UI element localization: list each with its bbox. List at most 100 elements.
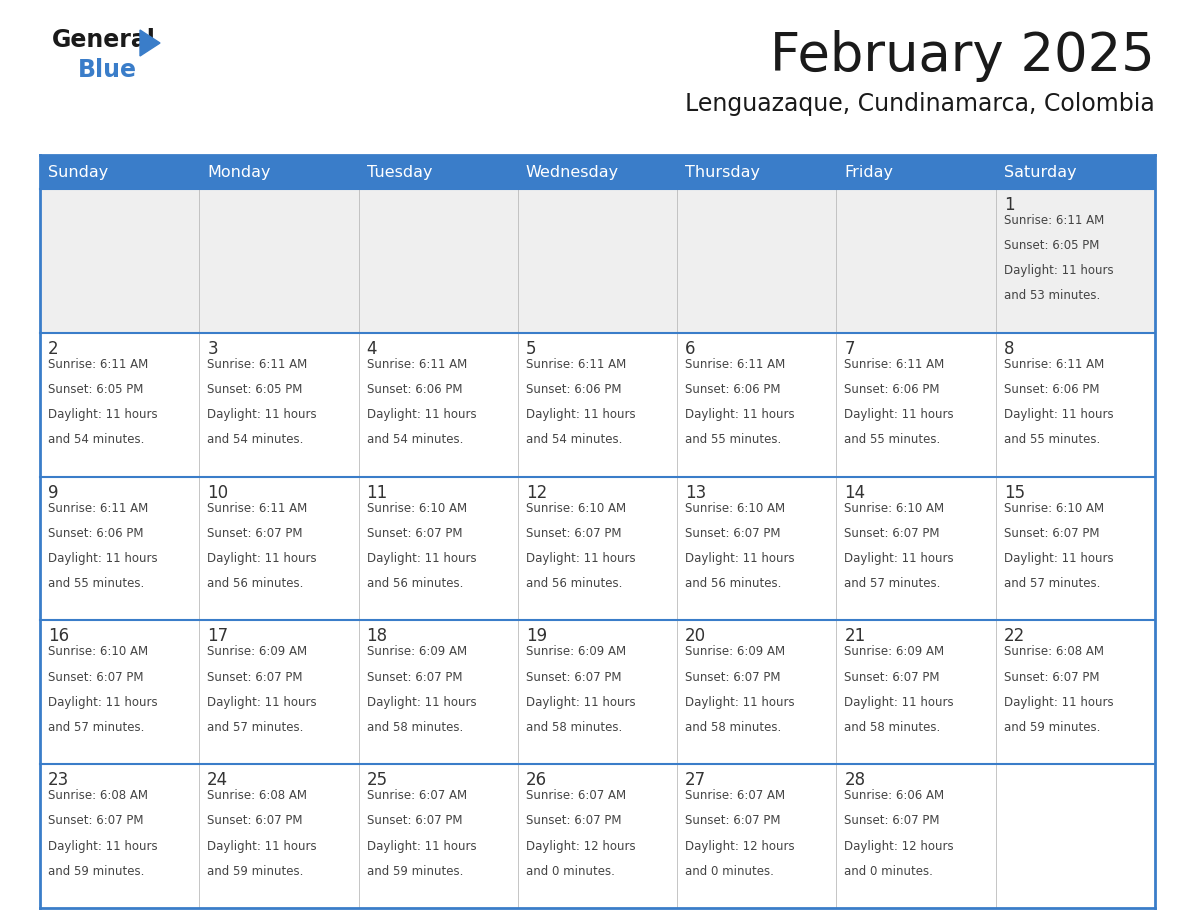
Text: 26: 26	[526, 771, 546, 789]
Text: and 58 minutes.: and 58 minutes.	[526, 721, 623, 733]
Text: Sunset: 6:07 PM: Sunset: 6:07 PM	[48, 814, 144, 827]
Text: Sunset: 6:07 PM: Sunset: 6:07 PM	[1004, 670, 1099, 684]
Text: Sunrise: 6:11 AM: Sunrise: 6:11 AM	[48, 501, 148, 515]
Text: Daylight: 11 hours: Daylight: 11 hours	[367, 552, 476, 565]
Text: Sunset: 6:05 PM: Sunset: 6:05 PM	[1004, 240, 1099, 252]
Text: and 0 minutes.: and 0 minutes.	[845, 865, 934, 878]
Text: Friday: Friday	[845, 164, 893, 180]
Text: and 57 minutes.: and 57 minutes.	[207, 721, 304, 733]
Text: Sunrise: 6:08 AM: Sunrise: 6:08 AM	[207, 789, 308, 802]
Polygon shape	[140, 30, 160, 56]
Text: 21: 21	[845, 627, 866, 645]
Text: Sunset: 6:05 PM: Sunset: 6:05 PM	[207, 383, 303, 396]
Text: and 59 minutes.: and 59 minutes.	[367, 865, 463, 878]
Text: Sunrise: 6:06 AM: Sunrise: 6:06 AM	[845, 789, 944, 802]
Text: Daylight: 11 hours: Daylight: 11 hours	[48, 409, 158, 421]
Text: Sunset: 6:05 PM: Sunset: 6:05 PM	[48, 383, 144, 396]
Text: Sunrise: 6:07 AM: Sunrise: 6:07 AM	[367, 789, 467, 802]
Text: and 55 minutes.: and 55 minutes.	[1004, 433, 1100, 446]
Text: 11: 11	[367, 484, 387, 501]
Text: Sunset: 6:07 PM: Sunset: 6:07 PM	[845, 670, 940, 684]
Text: Sunset: 6:07 PM: Sunset: 6:07 PM	[207, 814, 303, 827]
Text: February 2025: February 2025	[770, 30, 1155, 82]
Text: Sunrise: 6:10 AM: Sunrise: 6:10 AM	[48, 645, 148, 658]
Bar	[40, 476, 1155, 621]
Text: Sunrise: 6:11 AM: Sunrise: 6:11 AM	[1004, 214, 1104, 227]
Text: Daylight: 11 hours: Daylight: 11 hours	[685, 696, 795, 709]
Text: and 59 minutes.: and 59 minutes.	[207, 865, 304, 878]
Text: Blue: Blue	[78, 58, 137, 82]
Text: Sunrise: 6:07 AM: Sunrise: 6:07 AM	[526, 789, 626, 802]
Text: Sunrise: 6:11 AM: Sunrise: 6:11 AM	[207, 358, 308, 371]
Text: Sunrise: 6:09 AM: Sunrise: 6:09 AM	[845, 645, 944, 658]
Text: and 54 minutes.: and 54 minutes.	[526, 433, 623, 446]
Text: and 56 minutes.: and 56 minutes.	[526, 577, 623, 590]
Text: Sunset: 6:07 PM: Sunset: 6:07 PM	[685, 670, 781, 684]
Text: and 57 minutes.: and 57 minutes.	[48, 721, 144, 733]
Text: Sunrise: 6:11 AM: Sunrise: 6:11 AM	[367, 358, 467, 371]
Text: 3: 3	[207, 340, 217, 358]
Text: Sunrise: 6:10 AM: Sunrise: 6:10 AM	[1004, 501, 1104, 515]
Text: 9: 9	[48, 484, 58, 501]
Text: 16: 16	[48, 627, 69, 645]
Text: 7: 7	[845, 340, 855, 358]
Text: Daylight: 11 hours: Daylight: 11 hours	[48, 696, 158, 709]
Text: Sunrise: 6:09 AM: Sunrise: 6:09 AM	[685, 645, 785, 658]
Text: 20: 20	[685, 627, 706, 645]
Text: 1: 1	[1004, 196, 1015, 214]
Text: and 54 minutes.: and 54 minutes.	[207, 433, 304, 446]
Text: Sunset: 6:07 PM: Sunset: 6:07 PM	[526, 814, 621, 827]
Text: 6: 6	[685, 340, 696, 358]
Text: Sunset: 6:07 PM: Sunset: 6:07 PM	[845, 527, 940, 540]
Text: Daylight: 11 hours: Daylight: 11 hours	[48, 840, 158, 853]
Text: and 54 minutes.: and 54 minutes.	[48, 433, 144, 446]
Text: and 58 minutes.: and 58 minutes.	[367, 721, 463, 733]
Text: and 53 minutes.: and 53 minutes.	[1004, 289, 1100, 303]
Text: 17: 17	[207, 627, 228, 645]
Text: Sunset: 6:07 PM: Sunset: 6:07 PM	[526, 527, 621, 540]
Text: Daylight: 11 hours: Daylight: 11 hours	[1004, 552, 1113, 565]
Text: Daylight: 11 hours: Daylight: 11 hours	[685, 552, 795, 565]
Text: 28: 28	[845, 771, 866, 789]
Text: and 56 minutes.: and 56 minutes.	[367, 577, 463, 590]
Text: Sunset: 6:06 PM: Sunset: 6:06 PM	[526, 383, 621, 396]
Text: Daylight: 11 hours: Daylight: 11 hours	[1004, 409, 1113, 421]
Text: Daylight: 11 hours: Daylight: 11 hours	[845, 552, 954, 565]
Text: and 56 minutes.: and 56 minutes.	[207, 577, 304, 590]
Text: Sunrise: 6:11 AM: Sunrise: 6:11 AM	[845, 358, 944, 371]
Text: Sunset: 6:07 PM: Sunset: 6:07 PM	[526, 670, 621, 684]
Text: Sunset: 6:07 PM: Sunset: 6:07 PM	[207, 670, 303, 684]
Text: 24: 24	[207, 771, 228, 789]
Text: Saturday: Saturday	[1004, 164, 1076, 180]
Text: Daylight: 11 hours: Daylight: 11 hours	[367, 696, 476, 709]
Text: Sunset: 6:07 PM: Sunset: 6:07 PM	[207, 527, 303, 540]
Text: Sunrise: 6:09 AM: Sunrise: 6:09 AM	[207, 645, 308, 658]
Text: Sunrise: 6:09 AM: Sunrise: 6:09 AM	[367, 645, 467, 658]
Text: Sunrise: 6:10 AM: Sunrise: 6:10 AM	[367, 501, 467, 515]
Text: Sunset: 6:07 PM: Sunset: 6:07 PM	[685, 814, 781, 827]
Text: Daylight: 11 hours: Daylight: 11 hours	[845, 696, 954, 709]
Text: Sunrise: 6:11 AM: Sunrise: 6:11 AM	[207, 501, 308, 515]
Text: and 55 minutes.: and 55 minutes.	[845, 433, 941, 446]
Text: Sunset: 6:07 PM: Sunset: 6:07 PM	[685, 527, 781, 540]
Text: 4: 4	[367, 340, 377, 358]
Text: Sunrise: 6:08 AM: Sunrise: 6:08 AM	[1004, 645, 1104, 658]
Text: Daylight: 11 hours: Daylight: 11 hours	[1004, 696, 1113, 709]
Text: Sunset: 6:07 PM: Sunset: 6:07 PM	[845, 814, 940, 827]
Text: Daylight: 11 hours: Daylight: 11 hours	[367, 840, 476, 853]
Text: 5: 5	[526, 340, 536, 358]
Text: 25: 25	[367, 771, 387, 789]
Text: 23: 23	[48, 771, 69, 789]
Text: 12: 12	[526, 484, 546, 501]
Bar	[40, 155, 1155, 189]
Text: and 56 minutes.: and 56 minutes.	[685, 577, 782, 590]
Text: and 58 minutes.: and 58 minutes.	[845, 721, 941, 733]
Text: and 0 minutes.: and 0 minutes.	[685, 865, 775, 878]
Text: Sunrise: 6:11 AM: Sunrise: 6:11 AM	[1004, 358, 1104, 371]
Text: Sunrise: 6:11 AM: Sunrise: 6:11 AM	[48, 358, 148, 371]
Text: Daylight: 11 hours: Daylight: 11 hours	[1004, 264, 1113, 277]
Text: Daylight: 11 hours: Daylight: 11 hours	[526, 552, 636, 565]
Text: 27: 27	[685, 771, 706, 789]
Text: Sunrise: 6:11 AM: Sunrise: 6:11 AM	[685, 358, 785, 371]
Text: Sunrise: 6:11 AM: Sunrise: 6:11 AM	[526, 358, 626, 371]
